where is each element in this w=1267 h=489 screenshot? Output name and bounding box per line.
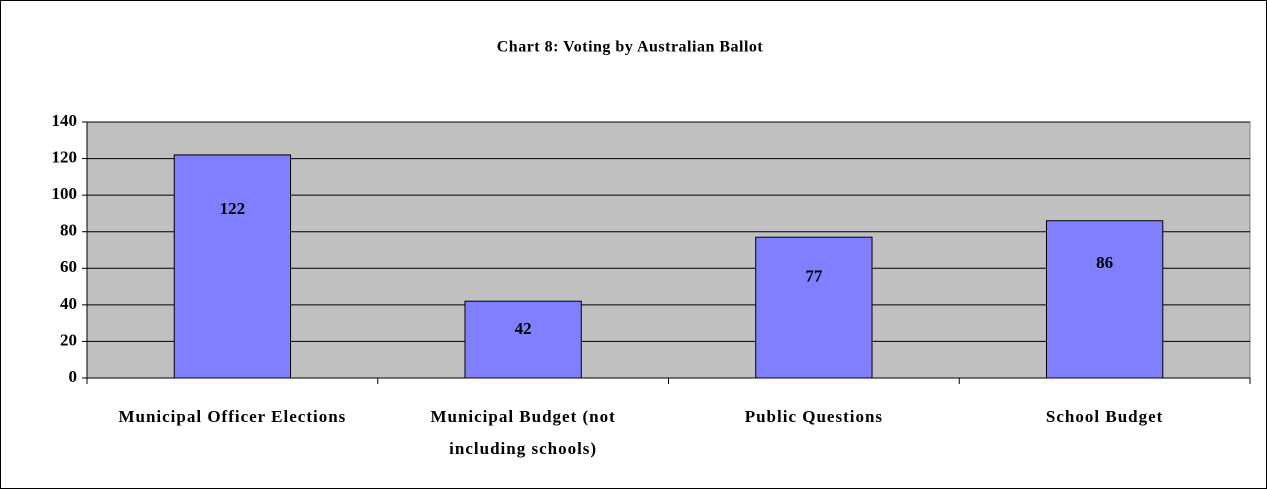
y-tick-label: 20 — [60, 330, 77, 349]
bar — [1045, 220, 1164, 379]
y-tick-label: 120 — [52, 147, 78, 166]
y-tick-label: 100 — [52, 184, 78, 203]
bar — [173, 154, 292, 379]
data-label: 42 — [515, 319, 532, 338]
y-tick-label: 0 — [69, 367, 78, 386]
y-tick-label: 140 — [52, 111, 78, 130]
data-label: 77 — [805, 266, 823, 285]
bar — [464, 300, 582, 379]
chart-title: Chart 8: Voting by Australian Ballot — [497, 39, 764, 56]
y-tick-label: 60 — [60, 257, 77, 276]
bar — [755, 236, 873, 379]
data-label: 86 — [1096, 253, 1113, 272]
y-tick-label: 40 — [60, 294, 77, 313]
x-tick-label: Public Questions — [745, 407, 883, 426]
x-tick-label: Municipal Budget (not including schools) — [430, 407, 615, 458]
x-tick-label: Municipal Officer Elections — [118, 407, 346, 426]
y-tick-label: 80 — [60, 221, 77, 240]
data-label: 122 — [220, 199, 246, 218]
x-tick-label: School Budget — [1046, 407, 1163, 426]
